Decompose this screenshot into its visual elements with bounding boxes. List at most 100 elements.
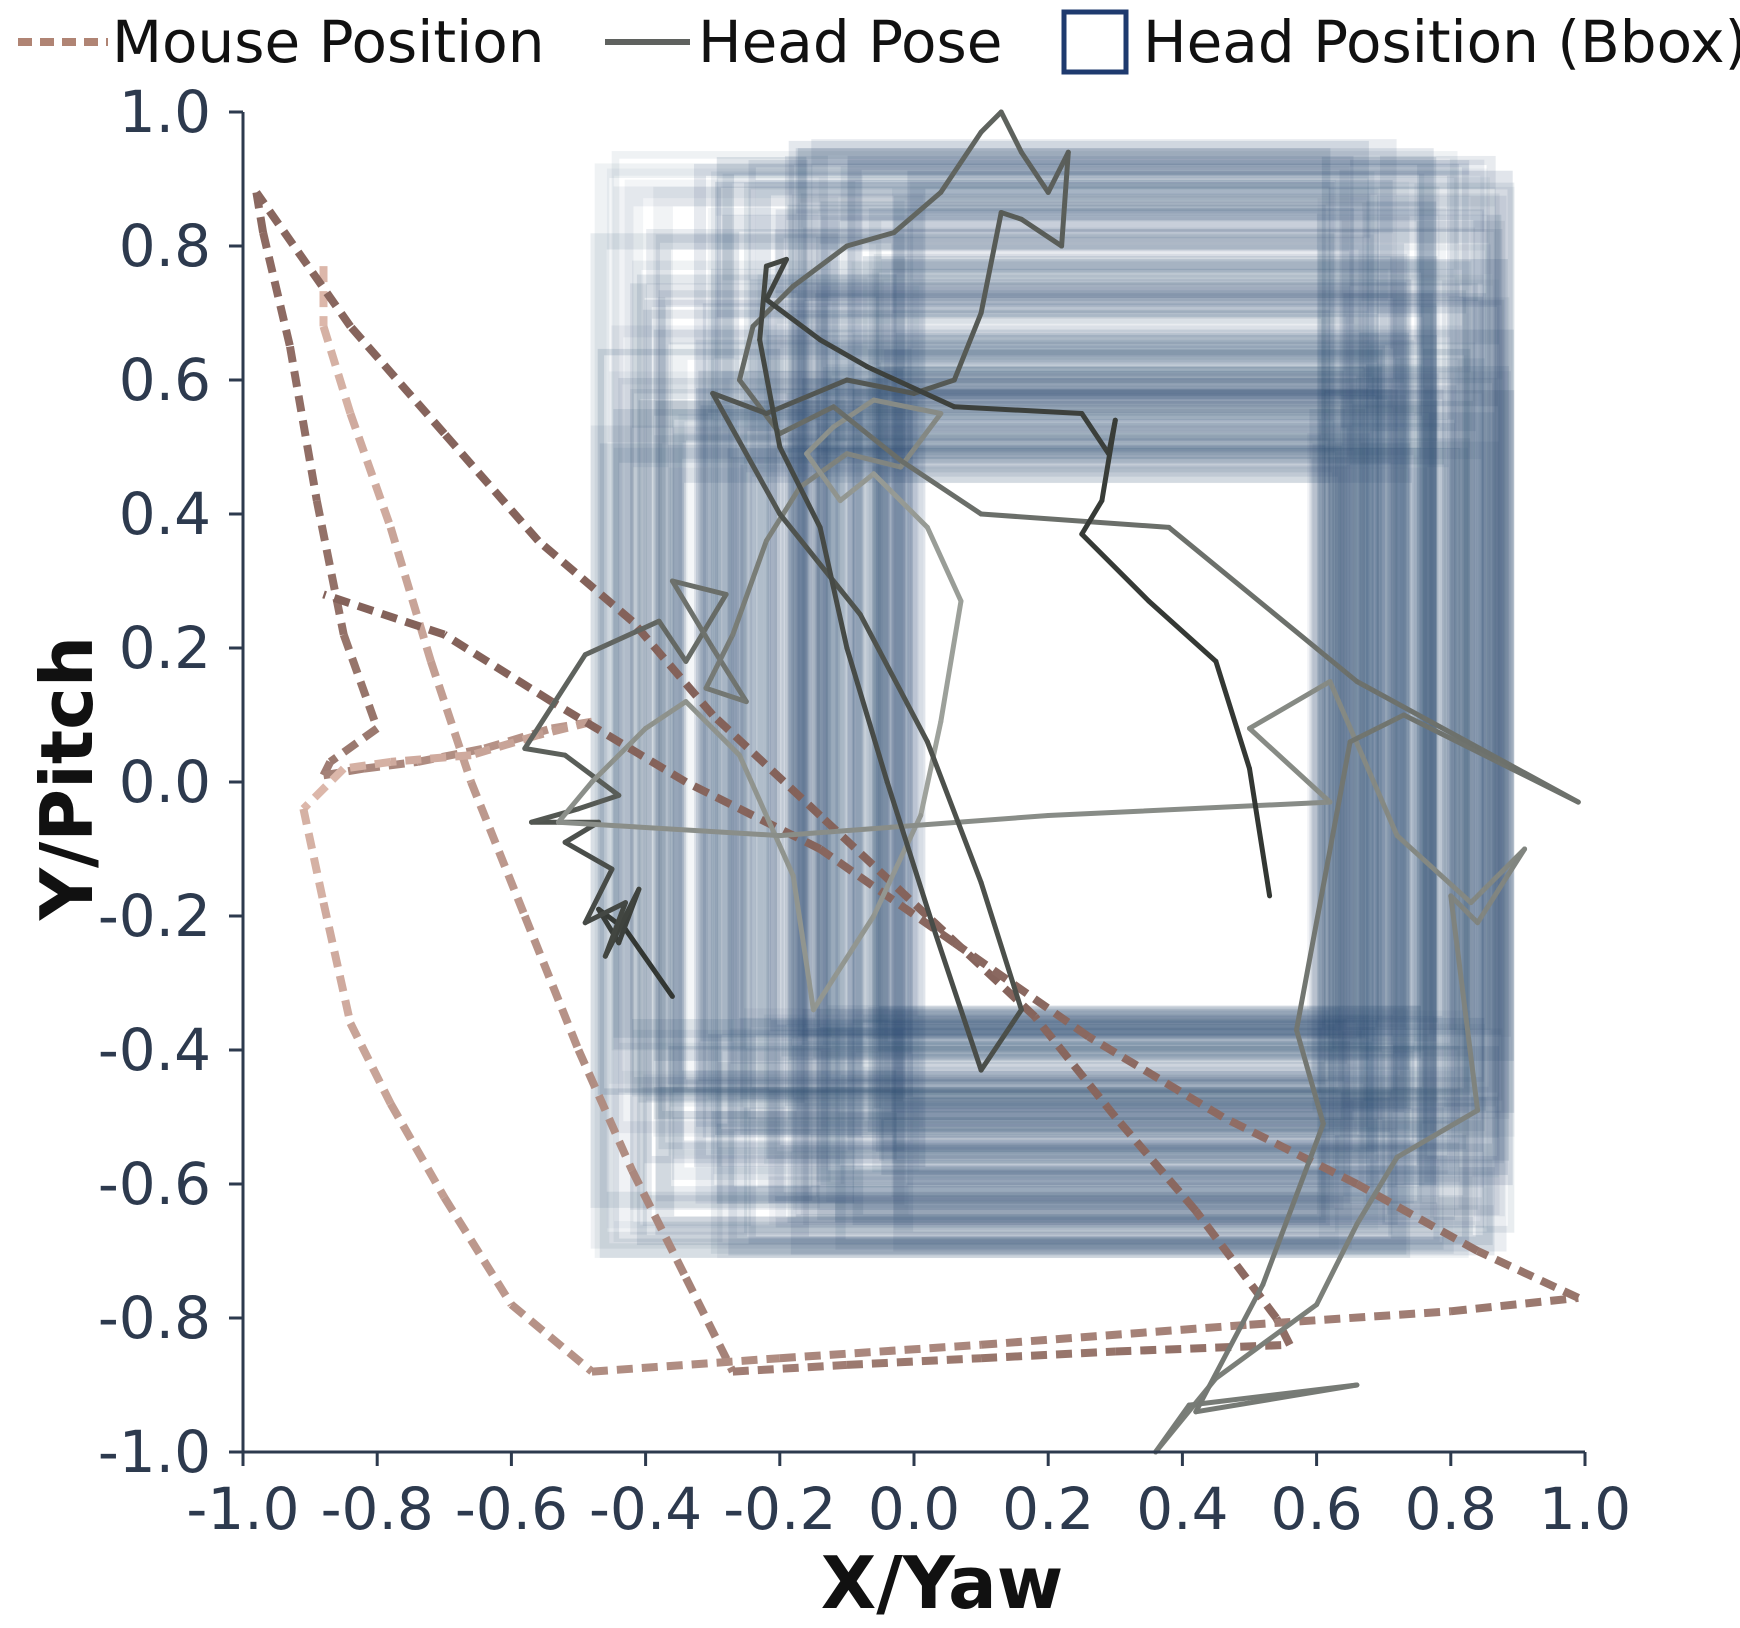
x-tick-label: 0.6 <box>1270 1475 1362 1543</box>
head-pose-segment <box>555 819 783 839</box>
mouse-segment <box>535 537 635 625</box>
mouse-segment <box>299 807 328 904</box>
head-pose-segment <box>938 129 984 195</box>
head-pose-segment <box>978 109 1004 135</box>
bbox-rect <box>644 299 1505 1164</box>
bbox-rect <box>707 207 1446 1100</box>
head-pose-segment <box>1294 1027 1326 1127</box>
head-pose-segment <box>602 900 628 959</box>
bbox-rect <box>599 443 1411 1258</box>
head-pose-segment <box>683 591 729 664</box>
mouse-segment <box>416 744 486 766</box>
bbox-rect <box>597 348 1471 1095</box>
bbox-rect <box>653 435 1321 1120</box>
head-pose-segment <box>777 813 1051 839</box>
bbox-rect <box>821 216 1410 1130</box>
head-pose-segment <box>555 779 595 825</box>
mouse-segment <box>252 191 268 234</box>
head-pose-segment <box>1314 1221 1360 1308</box>
mouse-segment <box>469 731 540 760</box>
legend-bbox-label: Head Position (Bbox) <box>1143 8 1740 76</box>
bbox-rect <box>670 342 1476 1107</box>
head-pose-segment <box>938 598 964 725</box>
x-tick-label: 0.2 <box>1002 1475 1094 1543</box>
bbox-rect <box>711 171 1375 1155</box>
bbox-rect <box>800 193 1500 1216</box>
bbox-rect <box>668 467 1428 1156</box>
bbox-rect <box>606 168 1488 1229</box>
mouse-segment <box>319 901 355 1025</box>
head-pose-segment <box>804 451 843 504</box>
mouse-segment <box>628 1168 690 1280</box>
head-pose-segment <box>1079 531 1152 604</box>
head-pose-segment <box>1347 712 1407 745</box>
bbox-rect <box>892 188 1379 1164</box>
head-pose-segment <box>1018 149 1051 195</box>
bbox-rect <box>788 140 1369 1060</box>
head-pose-segment <box>703 632 736 691</box>
mouse-segment <box>1450 1293 1579 1316</box>
head-pose-segment <box>623 926 675 999</box>
mouse-segment <box>1086 1033 1225 1121</box>
head-pose-segment <box>1475 846 1528 926</box>
bbox-rect <box>872 466 1347 1028</box>
head-pose-segment <box>1327 679 1400 839</box>
bbox-rect <box>846 441 1499 1138</box>
bbox-rect <box>638 400 1438 1103</box>
bbox-rect <box>653 186 1515 1137</box>
head-pose-segment <box>884 779 937 932</box>
head-pose-segment <box>656 618 689 664</box>
bbox-rect <box>673 427 1341 1093</box>
y-tick-label: 0.8 <box>119 212 211 280</box>
head-pose-segment <box>710 390 783 517</box>
head-pose-segment <box>978 511 1172 530</box>
head-pose-segment <box>763 484 803 544</box>
head-pose-segment <box>1247 725 1333 805</box>
y-tick-label: 0.2 <box>119 614 211 682</box>
mouse-segment <box>319 325 355 415</box>
mouse-segment <box>312 499 348 636</box>
legend: Mouse Position Head Pose Head Position (… <box>18 8 1740 76</box>
bbox-rect <box>831 300 1362 1049</box>
head-pose-segment <box>790 243 850 289</box>
y-tick-label: 0.4 <box>119 480 211 548</box>
y-axis-title: Y/Pitch <box>25 636 109 921</box>
bbox-rect <box>757 274 1484 1188</box>
y-tick-label: 1.0 <box>119 78 211 146</box>
head-pose-segment <box>683 699 742 758</box>
mouse-segment <box>1112 1114 1199 1214</box>
bbox-rect <box>590 425 1352 1249</box>
bbox-rect <box>851 261 1471 1087</box>
mouse-segment <box>387 1101 448 1200</box>
mouse-segment <box>441 430 542 544</box>
mouse-segment <box>508 1301 595 1375</box>
bbox-rect <box>721 371 1511 1037</box>
bbox-rect <box>847 159 1485 1082</box>
bbox-rect <box>769 306 1437 1225</box>
mouse-segment <box>442 631 554 705</box>
mouse-segment <box>339 633 381 730</box>
head-pose-segment <box>871 813 924 919</box>
bbox-rect <box>826 364 1423 1203</box>
bbox-rect <box>877 366 1382 1052</box>
mouse-segment <box>327 725 380 766</box>
head-pose-segment <box>1354 679 1581 805</box>
head-pose-segment <box>562 752 622 798</box>
head-pose-segment <box>1247 679 1333 731</box>
head-pose-segment <box>831 397 877 430</box>
head-pose-segment <box>1354 1154 1400 1227</box>
bbox-rect <box>788 431 1374 1120</box>
head-pose-segment <box>918 719 944 818</box>
bbox-rect <box>646 228 1503 1101</box>
head-pose-segment <box>864 364 957 410</box>
y-tick-label: -0.4 <box>98 1016 211 1084</box>
head-pose-segment <box>951 310 984 383</box>
bbox-rect <box>774 229 1380 1202</box>
head-pose-segment <box>844 451 904 470</box>
mouse-segment <box>1249 1307 1452 1329</box>
bbox-rect <box>893 196 1379 1231</box>
head-pose-segment <box>1213 1302 1320 1381</box>
head-pose-segment <box>797 451 850 490</box>
mouse-segment <box>574 1048 636 1173</box>
mouse-segment <box>440 1195 515 1307</box>
